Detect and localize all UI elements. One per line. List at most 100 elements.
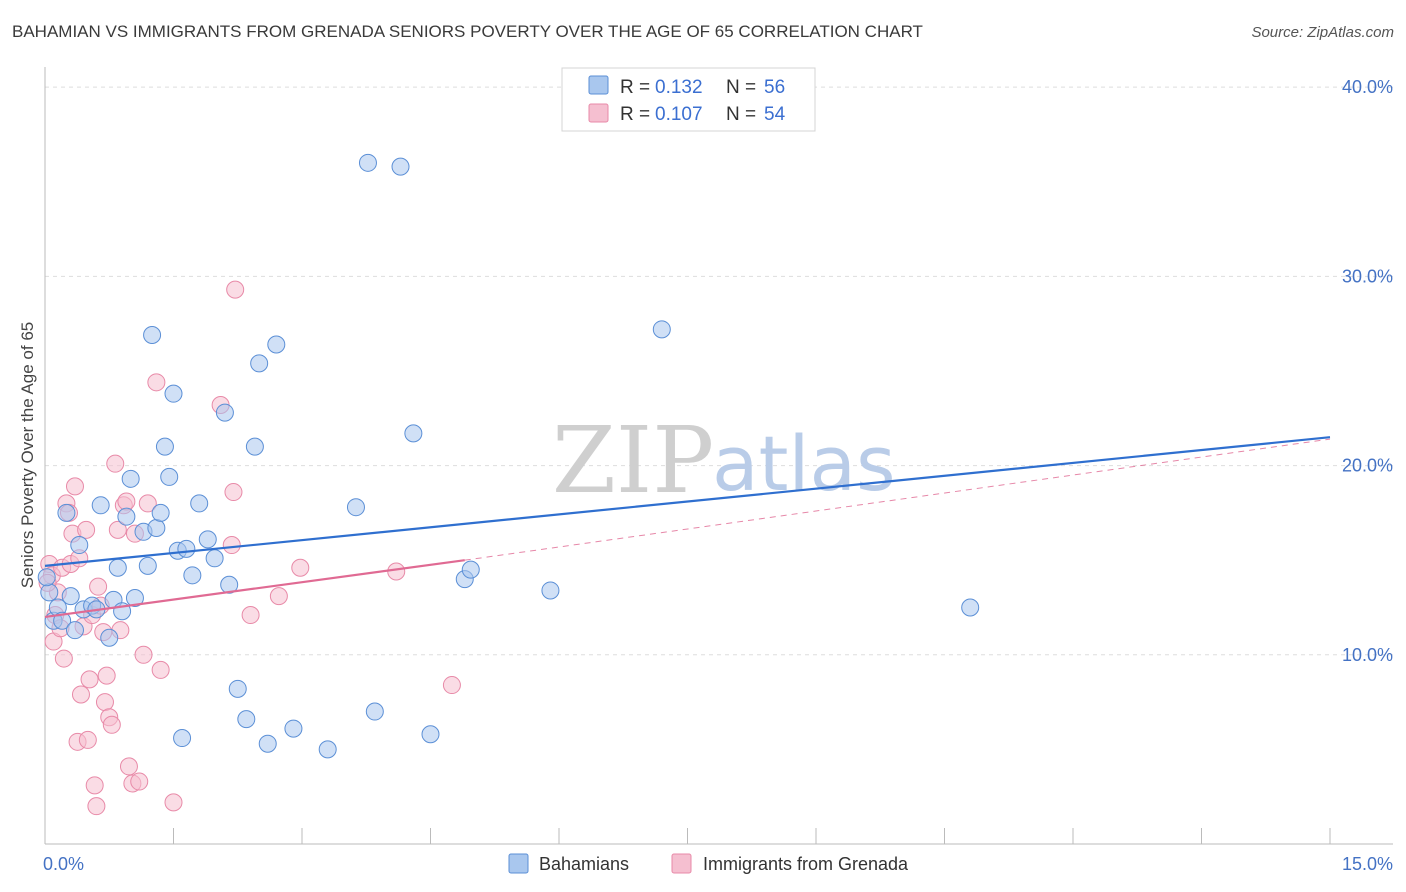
- grenada-point: [71, 685, 90, 704]
- grenada-point: [151, 660, 170, 679]
- bahamian-point: [53, 611, 72, 630]
- bahamian-point: [183, 566, 202, 585]
- grenada-point: [65, 477, 84, 496]
- bahamian-point: [652, 320, 671, 339]
- legend-n-value: 54: [764, 104, 786, 125]
- grenada-point: [147, 373, 166, 392]
- bahamian-point: [155, 437, 174, 456]
- bahamian-point: [151, 503, 170, 522]
- bahamian-point: [143, 326, 162, 345]
- grenada-point: [80, 670, 99, 689]
- bottom-legend-label-bahamians: Bahamians: [539, 854, 629, 874]
- bottom-legend-swatch-grenada: [671, 853, 692, 874]
- y-tick-labels: 10.0% 20.0% 30.0% 40.0%: [1342, 77, 1393, 665]
- bahamian-point: [57, 503, 76, 522]
- grenada-point: [54, 649, 73, 668]
- bahamian-point: [421, 725, 440, 744]
- grenada-point: [97, 666, 116, 685]
- bahamian-point: [91, 496, 110, 515]
- bahamian-point: [250, 354, 269, 373]
- bahamian-point: [541, 581, 560, 600]
- grenada-trend-extension: [464, 438, 1331, 561]
- grenada-point: [222, 536, 241, 555]
- legend-n-label: N =: [726, 104, 756, 125]
- trend-lines: [44, 436, 1331, 619]
- bahamian-point: [125, 589, 144, 608]
- grenada-point: [442, 676, 461, 695]
- legend-n-label: N =: [726, 77, 756, 98]
- axes: [44, 67, 1393, 845]
- bahamian-point: [404, 424, 423, 443]
- bahamian-point: [215, 403, 234, 422]
- grenada-point: [85, 776, 104, 795]
- y-tick-label: 40.0%: [1342, 77, 1393, 97]
- y-tick-label: 30.0%: [1342, 266, 1393, 286]
- grenada-point: [87, 797, 106, 816]
- series-legend: Bahamians Immigrants from Grenada: [508, 853, 909, 874]
- grenada-point: [130, 772, 149, 791]
- bahamian-point: [37, 568, 56, 587]
- grenada-point: [119, 757, 138, 776]
- bahamian-point: [164, 384, 183, 403]
- chart-title: BAHAMIAN VS IMMIGRANTS FROM GRENADA SENI…: [12, 22, 923, 41]
- bahamian-point: [121, 469, 140, 488]
- bottom-legend-label-grenada: Immigrants from Grenada: [703, 854, 909, 874]
- grenada-point: [106, 454, 125, 473]
- bahamian-point: [365, 702, 384, 721]
- x-tick-labels: 0.0% 15.0%: [43, 854, 1393, 874]
- y-tick-label: 20.0%: [1342, 456, 1393, 476]
- bahamian-point: [267, 335, 286, 354]
- watermark: ZIP atlas: [552, 407, 896, 514]
- bahamian-point: [237, 710, 256, 729]
- y-axis-title: Seniors Poverty Over the Age of 65: [18, 322, 37, 588]
- bahamian-point: [65, 621, 84, 640]
- bahamian-point: [40, 583, 59, 602]
- bahamian-point: [318, 740, 337, 759]
- bahamian-point: [108, 558, 127, 577]
- legend-swatch-grenada: [588, 103, 609, 123]
- grenada-point: [89, 577, 108, 596]
- bahamian-point: [228, 679, 247, 698]
- bahamian-point: [245, 437, 264, 456]
- bahamian-trend-line: [44, 436, 1331, 567]
- bahamian-point: [358, 153, 377, 172]
- bahamian-point: [61, 587, 80, 606]
- grenada-point: [164, 793, 183, 812]
- grenada-point: [134, 645, 153, 664]
- grenada-trend-line: [44, 559, 465, 619]
- bahamian-point: [100, 628, 119, 647]
- bahamian-point: [461, 560, 480, 579]
- bahamian-point: [346, 498, 365, 517]
- grenada-point: [102, 715, 121, 734]
- bahamian-point: [160, 467, 179, 486]
- grenada-point: [387, 562, 406, 581]
- bahamian-point: [177, 539, 196, 558]
- correlation-legend: R = 0.132 N = 56 R = 0.107 N = 54: [561, 67, 816, 132]
- x-tick-label: 0.0%: [43, 854, 84, 874]
- grenada-point: [224, 483, 243, 502]
- legend-r-value: 0.107: [655, 104, 703, 125]
- bahamian-point: [173, 729, 192, 748]
- bahamian-point: [391, 157, 410, 176]
- bahamian-point: [198, 530, 217, 549]
- bottom-legend-swatch-bahamians: [508, 853, 529, 874]
- grenada-point: [108, 520, 127, 539]
- watermark-atlas: atlas: [712, 419, 896, 508]
- grenada-point: [226, 280, 245, 299]
- bahamian-point: [961, 598, 980, 617]
- bahamian-point: [70, 536, 89, 555]
- watermark-zip: ZIP: [552, 407, 714, 514]
- grenada-point: [95, 693, 114, 712]
- legend-n-value: 56: [764, 77, 785, 98]
- bahamian-point: [147, 519, 166, 538]
- grenada-points: [38, 280, 461, 816]
- bahamian-point: [284, 719, 303, 738]
- bahamian-point: [190, 494, 209, 513]
- bahamian-point: [117, 507, 136, 526]
- legend-r-label: R =: [620, 77, 650, 98]
- grenada-point: [291, 558, 310, 577]
- source-label: Source: ZipAtlas.com: [1251, 24, 1394, 41]
- x-tick-label: 15.0%: [1342, 854, 1393, 874]
- legend-swatch-bahamians: [588, 75, 609, 95]
